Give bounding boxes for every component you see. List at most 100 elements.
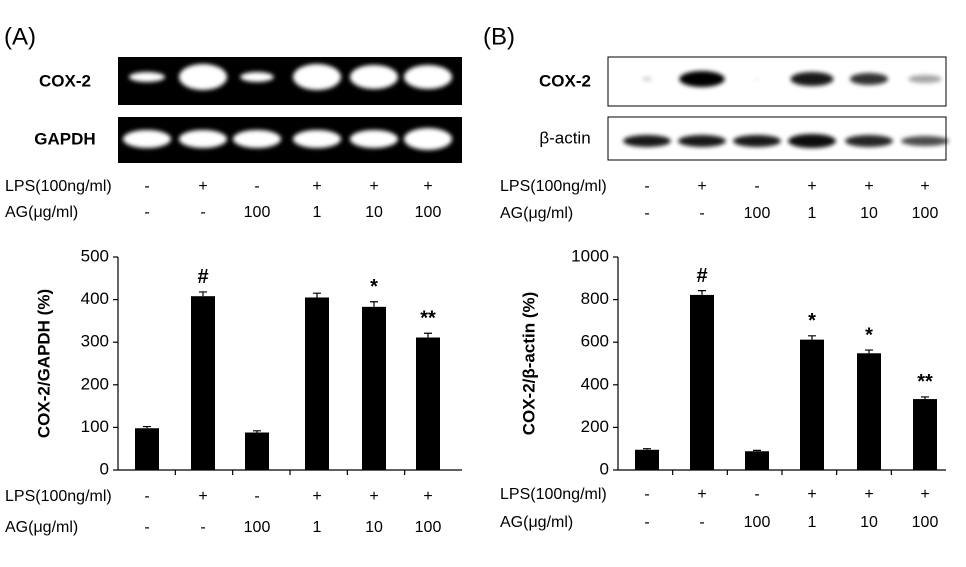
condition-level: +	[807, 178, 816, 195]
y-tick-label: 500	[81, 246, 109, 265]
blot-band	[849, 73, 889, 85]
significance-mark: *	[370, 276, 378, 298]
error-bar	[424, 332, 432, 338]
condition-level: -	[754, 486, 759, 503]
condition-label: LPS(100ng/ml)	[5, 178, 112, 195]
condition-level: +	[198, 178, 207, 195]
condition-level: 1	[808, 514, 817, 531]
bar	[745, 451, 769, 470]
bar	[635, 449, 659, 470]
y-tick-label: 200	[581, 417, 609, 436]
condition-label: LPS(100ng/ml)	[500, 486, 607, 503]
blot-band	[179, 130, 227, 148]
condition-level: -	[754, 178, 759, 195]
condition-level: -	[200, 204, 205, 221]
condition-level: -	[144, 488, 149, 505]
bar	[191, 296, 215, 470]
condition-level: -	[699, 205, 704, 222]
bar	[913, 399, 937, 470]
condition-level: 10	[860, 514, 878, 531]
condition-level: -	[254, 488, 259, 505]
condition-level: 100	[415, 204, 442, 221]
condition-level: -	[644, 178, 649, 195]
condition-level: 100	[244, 519, 271, 536]
blot-band	[240, 72, 274, 82]
blot-band	[293, 130, 341, 148]
condition-level: 10	[365, 519, 383, 536]
error-bar	[643, 448, 651, 450]
blot-band	[129, 72, 165, 82]
error-bar	[753, 449, 761, 452]
condition-level: -	[144, 178, 149, 195]
blot-band	[350, 65, 398, 89]
condition-level: -	[699, 514, 704, 531]
condition-level: +	[864, 486, 873, 503]
condition-level: -	[644, 486, 649, 503]
blot-label: COX-2	[39, 71, 91, 90]
error-bar	[143, 425, 151, 429]
significance-mark: #	[197, 266, 208, 288]
blot-band	[754, 78, 760, 80]
y-axis-label: COX-2/β-actin (%)	[519, 292, 538, 436]
bar	[245, 432, 269, 470]
blot-label: GAPDH	[34, 129, 95, 148]
condition-level: +	[369, 178, 378, 195]
significance-mark: *	[865, 324, 873, 346]
panel-label: (A)	[4, 23, 36, 50]
condition-level: -	[644, 514, 649, 531]
significance-mark: **	[420, 308, 436, 330]
y-tick-label: 200	[81, 374, 109, 393]
condition-level: -	[644, 205, 649, 222]
blot-band	[623, 135, 671, 147]
bar	[305, 297, 329, 470]
y-tick-label: 1000	[571, 246, 609, 265]
bar	[135, 428, 159, 470]
y-tick-label: 400	[581, 374, 609, 393]
bar	[690, 294, 714, 470]
condition-level: 100	[912, 514, 939, 531]
error-bar	[808, 335, 816, 340]
error-bar	[698, 290, 706, 295]
error-bar	[370, 301, 378, 307]
condition-level: 1	[808, 205, 817, 222]
blot-band	[350, 130, 398, 148]
blot-band	[678, 135, 726, 147]
condition-label: AG(μg/ml)	[500, 514, 573, 531]
y-tick-label: 100	[81, 417, 109, 436]
bar	[362, 306, 386, 470]
condition-level: 100	[415, 519, 442, 536]
condition-level: 10	[860, 205, 878, 222]
y-tick-label: 400	[81, 289, 109, 308]
condition-label: LPS(100ng/ml)	[5, 488, 112, 505]
blot-band	[908, 75, 942, 83]
blot-label: β-actin	[539, 128, 590, 147]
condition-level: 1	[313, 204, 322, 221]
blot-band	[901, 136, 949, 146]
condition-label: LPS(100ng/ml)	[500, 178, 607, 195]
condition-label: AG(μg/ml)	[5, 204, 78, 221]
blot-cox2	[607, 56, 947, 107]
blot-band	[790, 72, 834, 86]
panel-label: (B)	[483, 23, 515, 50]
condition-label: AG(μg/ml)	[5, 519, 78, 536]
error-bar	[253, 430, 261, 433]
bar	[800, 339, 824, 470]
condition-level: 100	[744, 205, 771, 222]
condition-level: -	[200, 519, 205, 536]
blot-band	[788, 134, 836, 148]
y-tick-label: 800	[581, 289, 609, 308]
significance-mark: #	[696, 265, 707, 287]
condition-level: +	[807, 486, 816, 503]
blot-band	[179, 64, 227, 90]
blot-band	[733, 135, 781, 147]
condition-level: +	[423, 178, 432, 195]
blot-band	[123, 130, 171, 148]
condition-level: -	[144, 204, 149, 221]
significance-mark: *	[808, 310, 816, 332]
bar	[416, 337, 440, 470]
condition-label: AG(μg/ml)	[500, 205, 573, 222]
condition-level: +	[864, 178, 873, 195]
error-bar	[199, 291, 207, 297]
blot-band	[233, 130, 281, 148]
